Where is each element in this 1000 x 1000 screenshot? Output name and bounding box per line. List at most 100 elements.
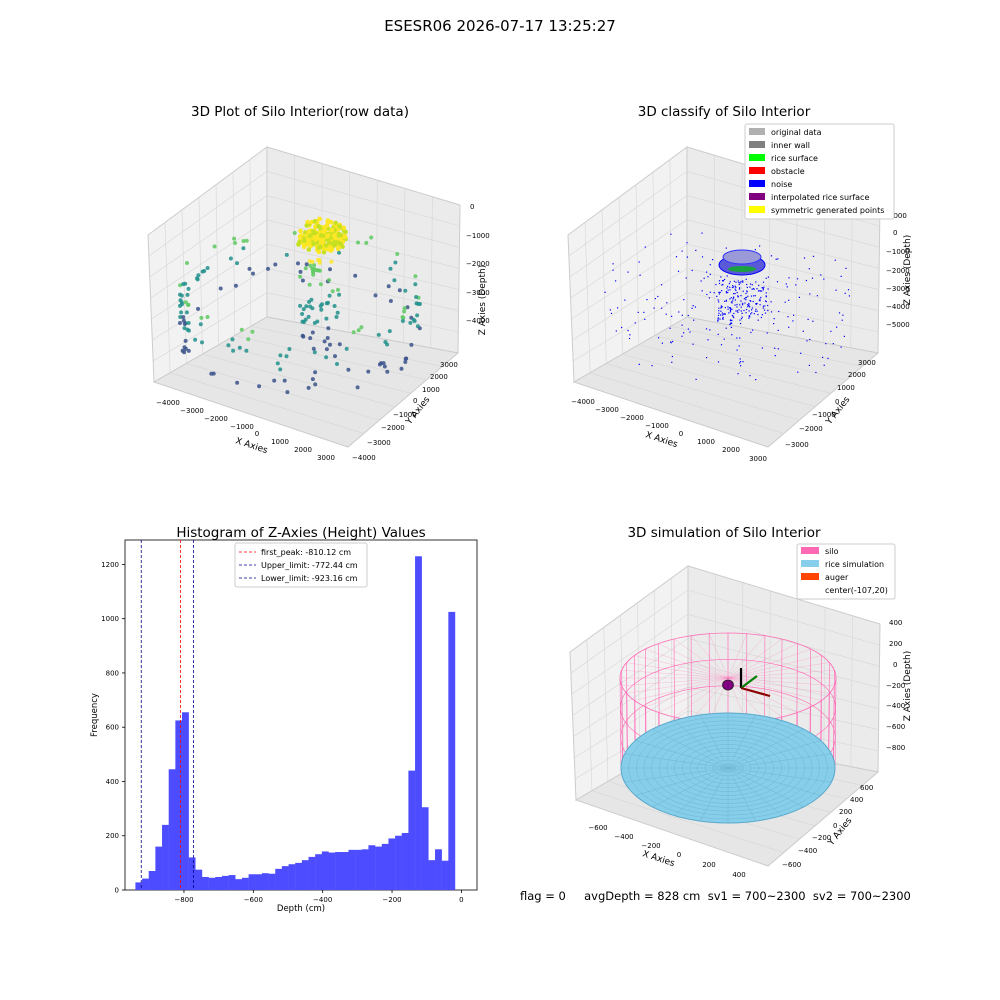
- raw-y-tick: −3000: [367, 439, 391, 447]
- noise-point: [784, 301, 786, 303]
- histogram-x-ticks: −800 −600 −400 −200 0: [174, 890, 464, 904]
- rice-mesh-spoke: [727, 728, 804, 769]
- histogram-bar: [341, 852, 349, 890]
- noise-point: [811, 277, 814, 279]
- grid-line: [181, 209, 187, 364]
- rice-mesh-spoke: [727, 740, 821, 769]
- noise-point: [734, 293, 736, 295]
- noise-point: [765, 295, 767, 297]
- histogram-bar: [201, 876, 209, 890]
- raw-x-tick: 1000: [271, 438, 289, 446]
- grid-line: [669, 159, 672, 327]
- raw-point: [388, 299, 393, 303]
- silo-roof-line: [626, 662, 729, 679]
- raw-point: [186, 303, 191, 307]
- raw-point: [413, 274, 418, 279]
- raw-x-tick: −2000: [204, 415, 228, 423]
- noise-point: [681, 324, 683, 326]
- noise-point: [785, 283, 787, 285]
- noise-point: [776, 281, 779, 283]
- noise-point: [646, 299, 648, 301]
- auger-y-arrow: [740, 675, 758, 689]
- noise-point: [692, 343, 694, 345]
- raw-point: [356, 240, 360, 245]
- silo-roof-line: [727, 677, 830, 694]
- raw-point: [297, 234, 303, 239]
- raw-y-tick: 0: [413, 397, 417, 405]
- histogram-legend: first_peak: -810.12 cm Upper_limit: -772…: [234, 542, 368, 588]
- noise-point: [615, 330, 617, 332]
- noise-point: [754, 249, 756, 251]
- raw-point: [317, 260, 322, 265]
- noise-point: [686, 256, 688, 258]
- noise-point: [732, 285, 734, 287]
- noise-point: [725, 292, 728, 294]
- noise-point: [746, 291, 748, 293]
- histogram-x-tick-label: −800: [174, 896, 193, 904]
- noise-point: [738, 345, 740, 347]
- noise-point: [753, 288, 755, 290]
- raw-point: [303, 266, 308, 271]
- raw-point: [411, 317, 416, 322]
- noise-point: [755, 303, 757, 305]
- noise-point: [730, 307, 732, 309]
- noise-point: [728, 312, 730, 314]
- noise-point: [742, 304, 744, 306]
- raw-point: [341, 225, 347, 231]
- raw-point: [313, 370, 318, 375]
- noise-point: [718, 310, 720, 312]
- raw-point: [302, 238, 307, 244]
- noise-point: [701, 256, 704, 258]
- grid-line: [601, 209, 607, 364]
- noise-point: [716, 295, 718, 297]
- classify-legend-label: obstacle: [771, 167, 805, 176]
- noise-point: [737, 280, 739, 282]
- raw-point: [392, 278, 397, 283]
- noise-point: [738, 309, 740, 311]
- classify-legend-label: symmetric generated points: [771, 206, 884, 215]
- raw-point: [301, 334, 306, 339]
- noise-point: [615, 280, 617, 282]
- raw-point: [335, 362, 339, 366]
- noise-point: [736, 304, 738, 306]
- noise-point: [729, 289, 731, 291]
- simulation-legend-label: center(-107,20): [825, 586, 888, 595]
- grid-line: [572, 292, 879, 362]
- noise-point: [722, 280, 724, 282]
- histogram-bar: [441, 860, 449, 890]
- noise-point: [803, 257, 806, 259]
- noise-point: [809, 338, 811, 341]
- raw-point: [324, 347, 329, 352]
- noise-point: [691, 269, 693, 272]
- noise-point: [836, 326, 838, 328]
- noise-point: [734, 299, 736, 301]
- raw-point: [308, 336, 313, 341]
- noise-point: [729, 281, 731, 283]
- noise-point: [764, 300, 767, 302]
- legend-upper-limit-label: Upper_limit: -772.44 cm: [261, 561, 358, 570]
- histogram-bars: [135, 556, 456, 890]
- raw-point: [313, 382, 318, 387]
- raw-point: [356, 328, 361, 333]
- noise-point: [823, 278, 825, 280]
- noise-point: [762, 307, 764, 309]
- histogram-bar: [308, 856, 316, 890]
- simulation-legend-label: rice simulation: [825, 560, 884, 569]
- grid-line: [570, 219, 880, 299]
- raw-y-tick: 2000: [430, 373, 448, 381]
- noise-point: [687, 314, 689, 317]
- grid-line: [186, 363, 380, 421]
- noise-point: [747, 306, 749, 308]
- noise-point: [770, 311, 773, 313]
- grid-line: [170, 372, 364, 434]
- noise-point: [767, 288, 769, 290]
- noise-point: [670, 342, 672, 344]
- noise-point: [739, 282, 741, 284]
- silo-line: [673, 638, 675, 721]
- noise-point: [729, 298, 731, 300]
- noise-point: [718, 282, 721, 285]
- noise-point: [822, 356, 824, 358]
- histogram-bar: [168, 769, 176, 890]
- raw-point: [320, 233, 326, 238]
- noise-point: [763, 309, 766, 311]
